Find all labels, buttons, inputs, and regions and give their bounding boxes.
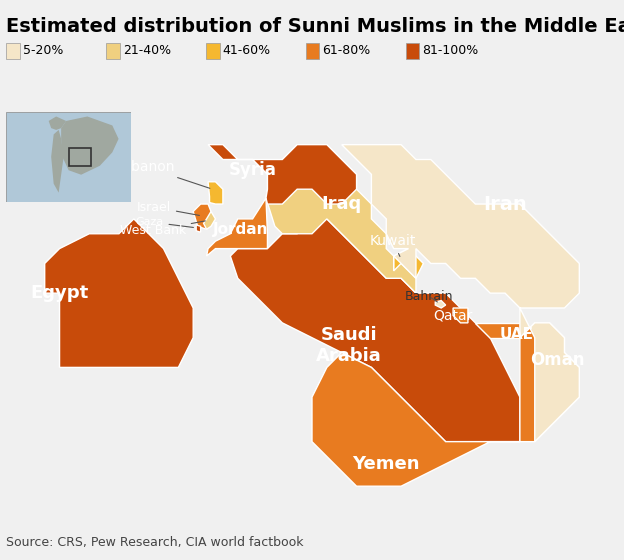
Polygon shape [394, 249, 423, 278]
Polygon shape [475, 323, 520, 338]
Text: 61-80%: 61-80% [323, 44, 371, 58]
Polygon shape [49, 116, 66, 130]
Text: Bahrain: Bahrain [404, 290, 453, 302]
Text: UAE: UAE [500, 327, 534, 342]
Bar [69, 148, 91, 166]
Polygon shape [61, 116, 119, 175]
Text: Iraq: Iraq [321, 195, 362, 213]
Text: Jordan: Jordan [213, 222, 268, 237]
Polygon shape [208, 144, 356, 204]
Polygon shape [342, 144, 579, 442]
Polygon shape [436, 301, 446, 308]
Text: Oman: Oman [530, 351, 584, 369]
Text: Iran: Iran [483, 194, 527, 213]
FancyBboxPatch shape [6, 112, 131, 202]
Text: Source: CRS, Pew Research, CIA world factbook: Source: CRS, Pew Research, CIA world fac… [6, 536, 304, 549]
Text: Gaza: Gaza [135, 217, 193, 227]
Text: Syria: Syria [228, 161, 276, 179]
Polygon shape [51, 130, 64, 193]
Text: Saudi
Arabia: Saudi Arabia [316, 326, 382, 365]
Text: Yemen: Yemen [353, 455, 420, 473]
Text: Kuwait: Kuwait [369, 234, 416, 256]
Text: Israel: Israel [137, 200, 200, 216]
Text: 5-20%: 5-20% [23, 44, 64, 58]
Polygon shape [266, 144, 416, 293]
Text: Egypt: Egypt [31, 284, 89, 302]
Text: 21-40%: 21-40% [123, 44, 171, 58]
Text: West Bank: West Bank [120, 221, 205, 237]
Text: 81-100%: 81-100% [422, 44, 479, 58]
Polygon shape [230, 219, 520, 442]
Polygon shape [312, 353, 520, 486]
Polygon shape [203, 212, 215, 229]
Polygon shape [193, 204, 211, 229]
Polygon shape [208, 182, 223, 204]
Polygon shape [45, 219, 193, 367]
Text: Qatar: Qatar [433, 309, 472, 323]
Polygon shape [207, 198, 268, 256]
Polygon shape [520, 323, 579, 442]
Polygon shape [453, 308, 468, 323]
Text: Estimated distribution of Sunni Muslims in the Middle East: Estimated distribution of Sunni Muslims … [6, 17, 624, 36]
Text: Lebanon: Lebanon [116, 160, 210, 188]
Text: 41-60%: 41-60% [223, 44, 271, 58]
Polygon shape [196, 225, 201, 232]
